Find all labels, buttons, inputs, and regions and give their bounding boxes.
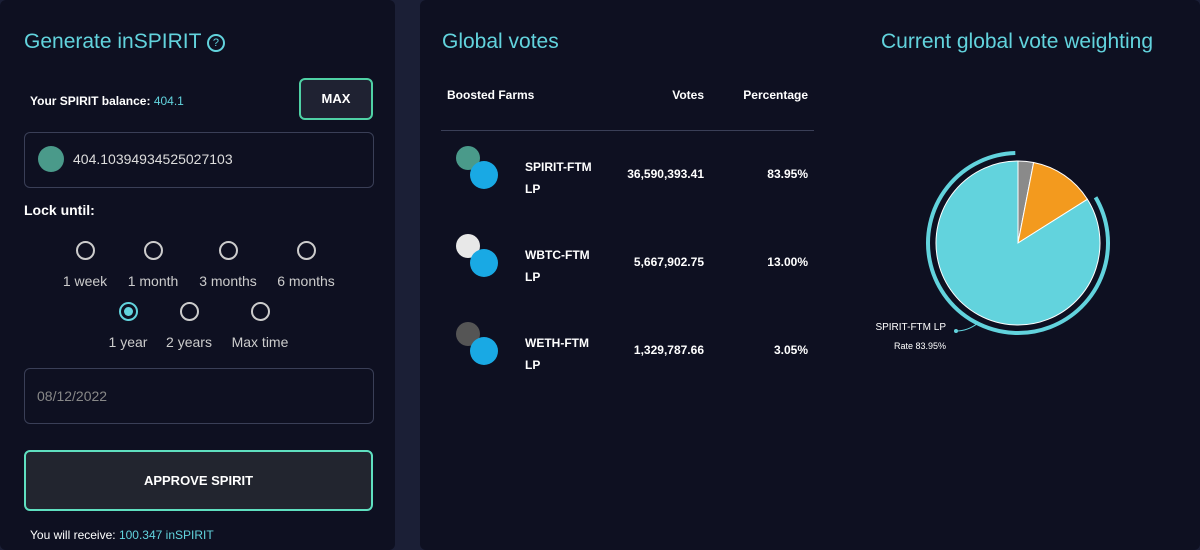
help-icon[interactable]: ? xyxy=(206,34,225,52)
votes-value: 36,590,393.41 xyxy=(627,167,704,181)
radio-label: 2 years xyxy=(166,334,212,350)
ftm-icon xyxy=(470,337,498,365)
balance-label: Your SPIRIT balance: xyxy=(30,94,151,108)
amount-text: 404.10394934525027103 xyxy=(73,151,233,167)
balance: Your SPIRIT balance: 404.1 xyxy=(30,94,184,108)
tooltip-line xyxy=(955,322,979,332)
date-text: 08/12/2022 xyxy=(37,388,108,404)
ftm-icon xyxy=(470,249,498,277)
receive-value: 100.347 inSPIRIT xyxy=(118,528,214,542)
lock-label: Lock until: xyxy=(24,202,95,218)
balance-value: 404.1 xyxy=(153,94,184,108)
radio-dot xyxy=(124,307,133,316)
percentage-value: 3.05% xyxy=(773,343,808,357)
divider xyxy=(441,130,814,131)
radio[interactable] xyxy=(144,241,163,260)
pie-chart: SPIRIT-FTM LP Rate 83.95% xyxy=(875,151,1110,351)
radio-label: 1 week xyxy=(62,273,108,289)
farm-name: SPIRIT-FTM LP xyxy=(525,160,592,196)
radio[interactable] xyxy=(251,302,270,321)
radio-label: 1 year xyxy=(108,334,148,350)
votes-value: 1,329,787.66 xyxy=(633,343,704,357)
percentage-value: 83.95% xyxy=(767,167,808,181)
col-header: Votes xyxy=(672,88,704,102)
chart-title: Current global vote weighting xyxy=(881,30,1153,53)
active-ring xyxy=(926,151,1110,335)
max-button[interactable]: MAX xyxy=(299,78,373,120)
percentage-value: 13.00% xyxy=(767,255,808,269)
radio-label: Max time xyxy=(231,334,289,350)
radio[interactable] xyxy=(297,241,316,260)
date-input[interactable] xyxy=(24,368,374,424)
radio[interactable] xyxy=(180,302,199,321)
pie-slice xyxy=(935,160,1101,326)
radio-label: 6 months xyxy=(277,273,335,289)
radio[interactable] xyxy=(219,241,238,260)
ftm-icon xyxy=(470,161,498,189)
title-text: Generate inSPIRIT xyxy=(24,30,202,53)
tooltip-name: SPIRIT-FTM LP xyxy=(875,322,946,333)
pie-slice xyxy=(1017,161,1089,245)
farm-name: WETH-FTM LP xyxy=(525,336,589,372)
radio-label: 3 months xyxy=(199,273,257,289)
receive-label: You will receive: xyxy=(30,528,116,542)
receive: You will receive: 100.347 inSPIRIT xyxy=(30,528,214,542)
tooltip-dot xyxy=(954,329,958,333)
approve-button[interactable]: APPROVE SPIRIT xyxy=(24,450,373,511)
radio-label: 1 month xyxy=(127,273,179,289)
amount-input[interactable] xyxy=(24,132,374,188)
col-header: Boosted Farms xyxy=(447,88,535,102)
farm-name: WBTC-FTM LP xyxy=(525,248,590,284)
radio[interactable] xyxy=(76,241,95,260)
votes-title: Global votes xyxy=(442,30,559,53)
spirit-icon xyxy=(38,146,64,172)
col-header: Percentage xyxy=(743,88,808,102)
votes-value: 5,667,902.75 xyxy=(633,255,704,269)
title: Generate inSPIRIT ? xyxy=(24,30,225,54)
radio[interactable] xyxy=(119,302,138,321)
tooltip-label: Rate 83.95% xyxy=(894,341,946,351)
